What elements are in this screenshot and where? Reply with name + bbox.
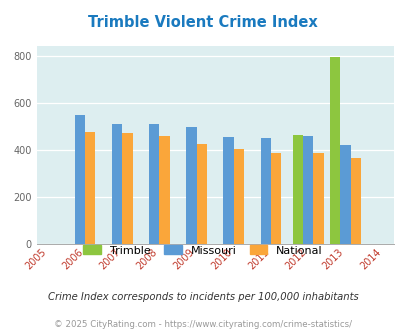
Text: Trimble Violent Crime Index: Trimble Violent Crime Index — [88, 15, 317, 30]
Bar — [149, 124, 159, 244]
Bar — [85, 132, 95, 244]
Bar — [329, 57, 339, 244]
Bar — [292, 135, 302, 244]
Bar — [233, 149, 244, 244]
Bar — [260, 138, 271, 244]
Text: Crime Index corresponds to incidents per 100,000 inhabitants: Crime Index corresponds to incidents per… — [47, 292, 358, 302]
Bar — [223, 137, 233, 244]
Bar — [185, 127, 196, 244]
Bar — [339, 145, 350, 244]
Bar — [196, 144, 207, 244]
Bar — [75, 115, 85, 244]
Bar — [350, 158, 360, 244]
Bar — [122, 133, 132, 244]
Bar — [313, 153, 323, 244]
Bar — [111, 124, 122, 244]
Legend: Trimble, Missouri, National: Trimble, Missouri, National — [79, 241, 326, 260]
Text: © 2025 CityRating.com - https://www.cityrating.com/crime-statistics/: © 2025 CityRating.com - https://www.city… — [54, 320, 351, 329]
Bar — [271, 153, 281, 244]
Bar — [302, 136, 313, 244]
Bar — [159, 137, 169, 244]
